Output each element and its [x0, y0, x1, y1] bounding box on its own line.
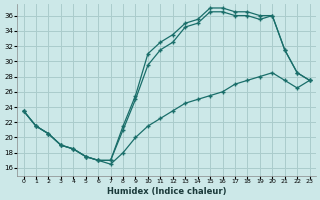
X-axis label: Humidex (Indice chaleur): Humidex (Indice chaleur)	[107, 187, 226, 196]
